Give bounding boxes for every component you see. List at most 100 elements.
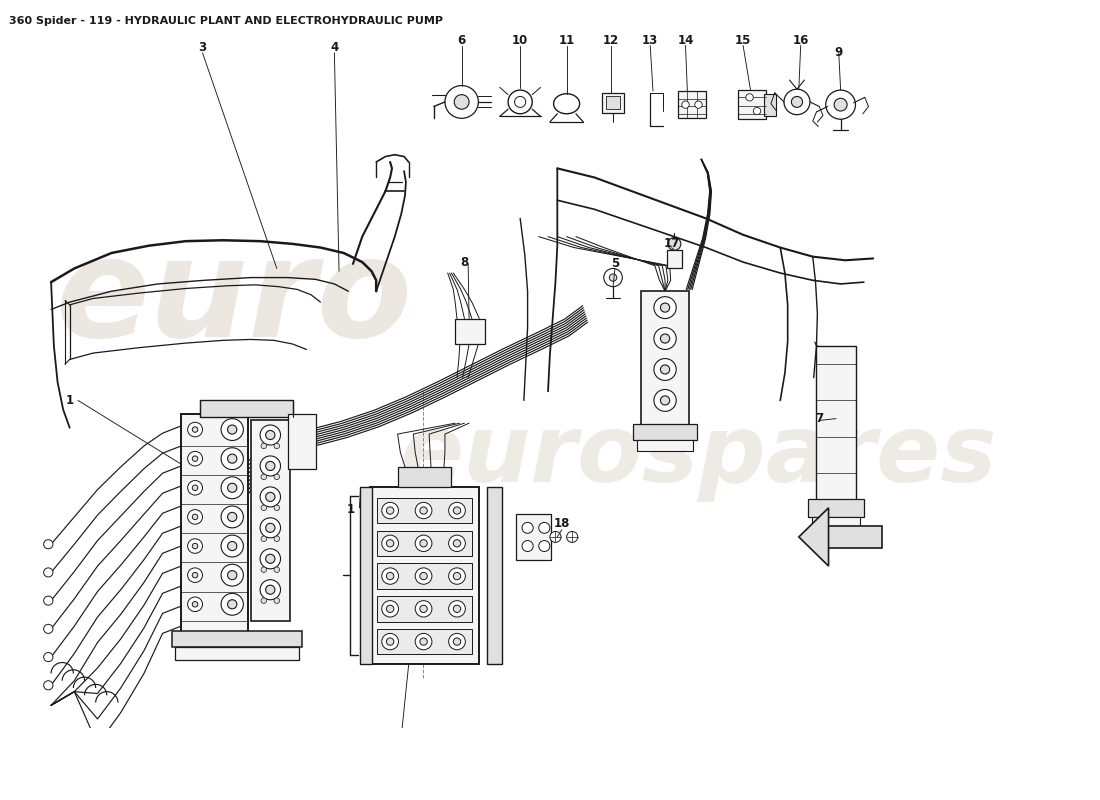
Bar xyxy=(486,487,502,664)
Circle shape xyxy=(192,602,198,607)
Circle shape xyxy=(453,605,461,613)
Circle shape xyxy=(228,425,236,434)
Bar xyxy=(455,318,485,344)
Circle shape xyxy=(415,535,432,551)
Circle shape xyxy=(44,681,53,690)
Circle shape xyxy=(420,605,427,613)
Text: 9: 9 xyxy=(835,46,843,59)
Circle shape xyxy=(274,443,279,449)
Circle shape xyxy=(550,531,561,542)
Circle shape xyxy=(228,570,236,580)
Bar xyxy=(764,94,776,115)
Circle shape xyxy=(660,365,670,374)
Bar xyxy=(641,291,690,426)
Circle shape xyxy=(449,502,465,518)
Circle shape xyxy=(382,601,398,617)
Circle shape xyxy=(261,567,266,573)
Circle shape xyxy=(221,594,243,615)
Bar xyxy=(678,91,706,118)
Circle shape xyxy=(453,638,461,646)
Circle shape xyxy=(266,585,275,594)
Circle shape xyxy=(260,549,280,569)
Circle shape xyxy=(566,531,578,542)
Circle shape xyxy=(261,536,266,542)
Circle shape xyxy=(415,502,432,518)
Circle shape xyxy=(449,634,465,650)
Bar xyxy=(602,93,624,113)
Circle shape xyxy=(192,456,198,462)
Bar xyxy=(370,487,480,664)
Circle shape xyxy=(420,507,427,514)
Bar xyxy=(516,514,551,560)
Circle shape xyxy=(228,542,236,550)
Circle shape xyxy=(522,541,534,551)
Text: 6: 6 xyxy=(458,34,465,46)
Bar xyxy=(288,414,316,469)
Circle shape xyxy=(420,638,427,646)
Text: 360 Spider - 119 - HYDRAULIC PLANT AND ELECTROHYDRAULIC PUMP: 360 Spider - 119 - HYDRAULIC PLANT AND E… xyxy=(9,16,443,26)
Circle shape xyxy=(386,507,394,514)
Bar xyxy=(175,647,299,660)
Circle shape xyxy=(260,425,280,445)
Text: 16: 16 xyxy=(792,34,808,46)
Text: 17: 17 xyxy=(663,238,680,250)
Circle shape xyxy=(660,334,670,343)
Circle shape xyxy=(192,573,198,578)
Text: 13: 13 xyxy=(642,34,658,46)
Circle shape xyxy=(188,510,202,524)
Circle shape xyxy=(382,568,398,584)
Circle shape xyxy=(228,512,236,522)
Circle shape xyxy=(266,430,275,439)
Circle shape xyxy=(221,564,243,586)
Circle shape xyxy=(44,540,53,549)
Bar xyxy=(397,467,451,487)
Circle shape xyxy=(274,567,279,573)
Circle shape xyxy=(261,474,266,480)
Circle shape xyxy=(260,580,280,600)
Bar xyxy=(667,250,682,269)
Circle shape xyxy=(192,514,198,520)
Circle shape xyxy=(653,358,676,381)
Circle shape xyxy=(660,396,670,405)
Bar xyxy=(808,498,864,517)
Circle shape xyxy=(192,543,198,549)
Circle shape xyxy=(695,101,702,108)
Text: 10: 10 xyxy=(512,34,528,46)
Circle shape xyxy=(266,554,275,563)
Circle shape xyxy=(261,505,266,510)
Circle shape xyxy=(653,328,676,350)
Circle shape xyxy=(188,597,202,611)
Circle shape xyxy=(260,487,280,507)
Bar xyxy=(377,629,472,654)
Text: 18: 18 xyxy=(553,517,570,530)
Circle shape xyxy=(221,448,243,470)
Text: euro: euro xyxy=(56,230,412,366)
Circle shape xyxy=(221,477,243,498)
Bar xyxy=(172,630,301,647)
Circle shape xyxy=(386,573,394,580)
Circle shape xyxy=(261,598,266,603)
Circle shape xyxy=(522,522,534,534)
Circle shape xyxy=(668,238,681,250)
Circle shape xyxy=(386,638,394,646)
Circle shape xyxy=(188,568,202,582)
Text: 15: 15 xyxy=(735,34,751,46)
Circle shape xyxy=(44,653,53,662)
Text: 1: 1 xyxy=(66,394,74,407)
Circle shape xyxy=(266,462,275,470)
Circle shape xyxy=(415,568,432,584)
Circle shape xyxy=(44,624,53,634)
Circle shape xyxy=(228,600,236,609)
Circle shape xyxy=(682,101,690,108)
Circle shape xyxy=(415,634,432,650)
Circle shape xyxy=(653,297,676,318)
Circle shape xyxy=(188,422,202,437)
Circle shape xyxy=(261,443,266,449)
Circle shape xyxy=(221,506,243,528)
Text: 3: 3 xyxy=(198,41,207,54)
Text: 7: 7 xyxy=(815,412,823,425)
Circle shape xyxy=(746,94,754,101)
Text: 8: 8 xyxy=(460,255,469,269)
Circle shape xyxy=(192,485,198,490)
Circle shape xyxy=(834,98,847,111)
